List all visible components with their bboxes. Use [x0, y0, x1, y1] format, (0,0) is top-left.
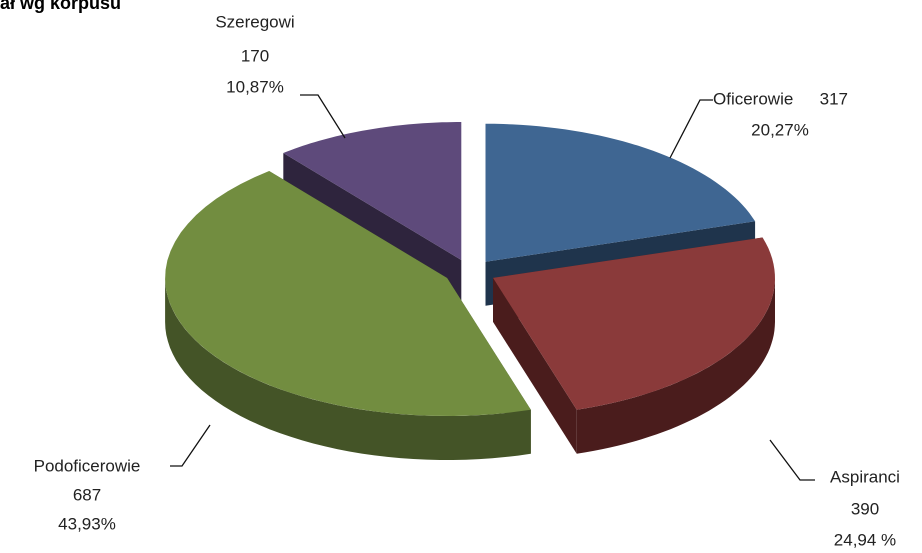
leader-line: [669, 99, 713, 159]
slice: [493, 237, 775, 410]
data-label: 317: [820, 89, 848, 108]
chart-title: ał wg korpusu: [0, 0, 121, 13]
data-label: 43,93%: [58, 514, 116, 533]
data-label: 687: [73, 485, 101, 504]
slice: [283, 122, 462, 260]
slice-wall: [493, 277, 577, 454]
data-label: Szeregowi: [215, 12, 294, 31]
slice: [165, 171, 531, 416]
data-label: Oficerowie: [713, 89, 793, 108]
slice-side: [165, 278, 531, 460]
leader-line: [170, 424, 211, 467]
slice: [485, 123, 756, 262]
data-label: 10,87%: [226, 77, 284, 96]
slice-side: [576, 277, 775, 454]
data-label: Podoficerowie: [34, 456, 141, 475]
leader-line: [300, 94, 346, 139]
data-label: 24,94 %: [834, 530, 896, 549]
data-label: 390: [851, 499, 879, 518]
leader-line: [769, 439, 815, 481]
data-label: Aspiranci: [830, 467, 900, 486]
data-label: 20,27%: [751, 120, 809, 139]
data-label: 170: [241, 46, 269, 65]
